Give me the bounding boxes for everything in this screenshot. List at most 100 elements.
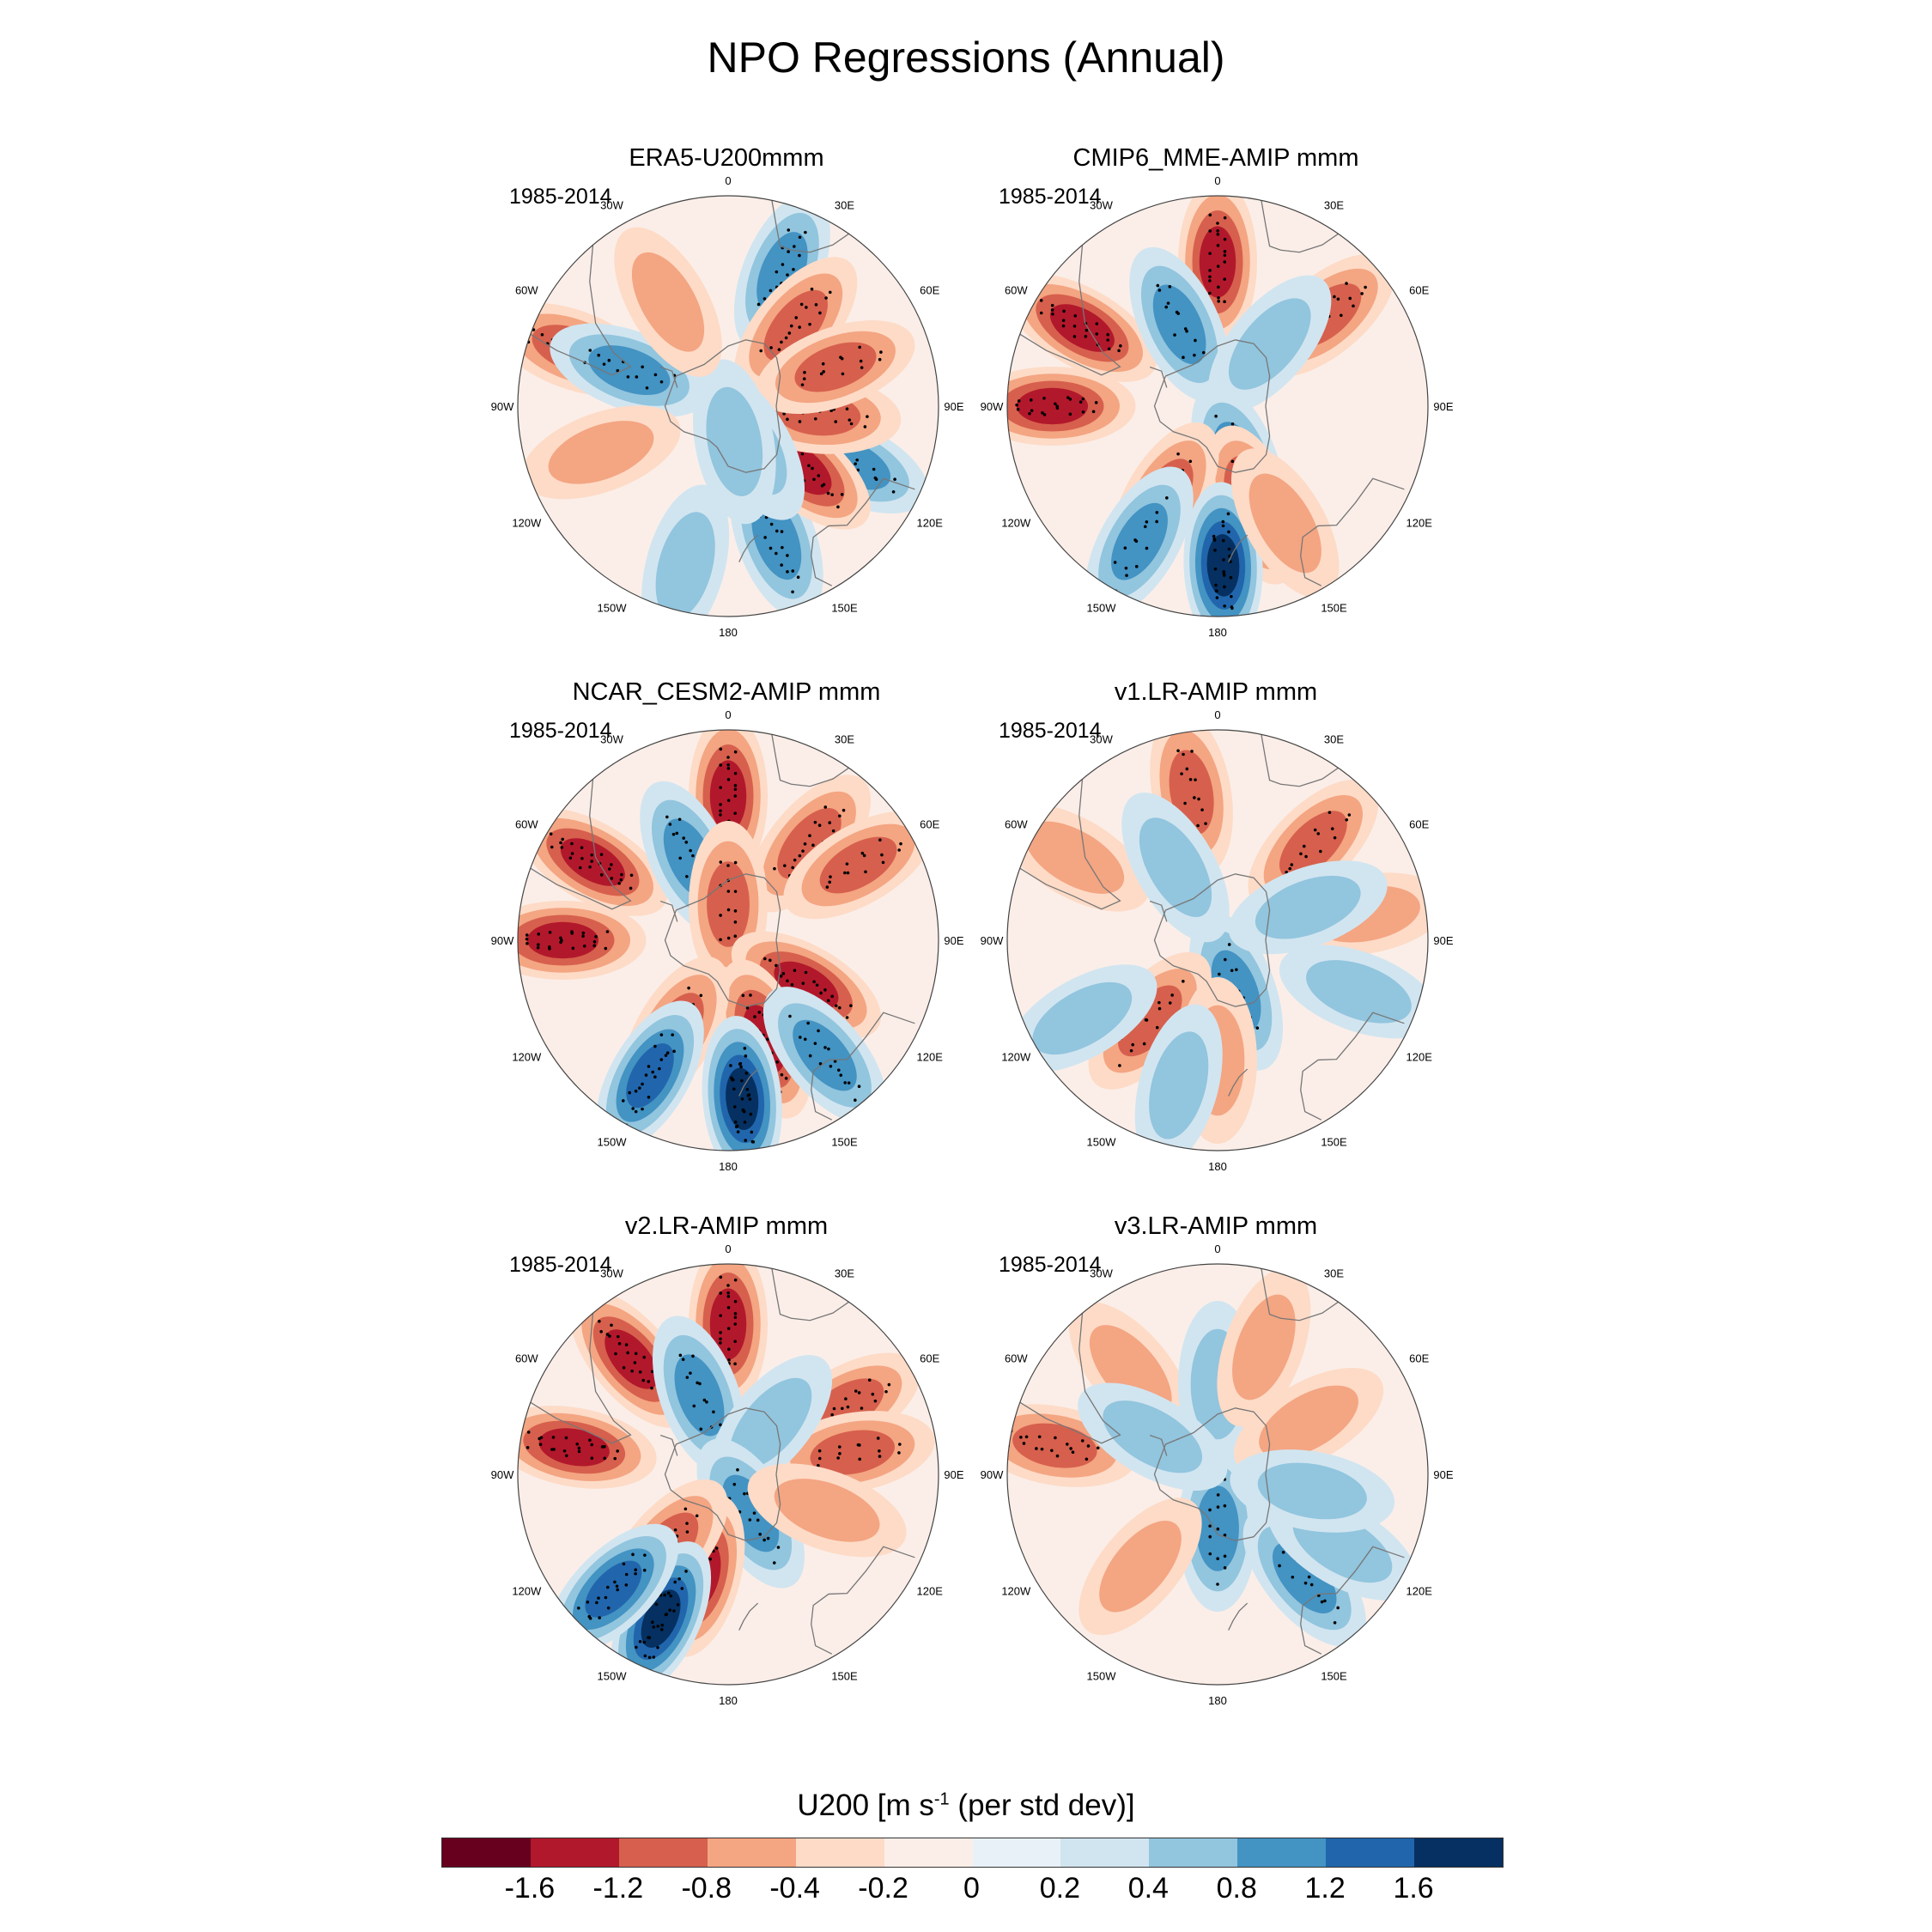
significance-dot xyxy=(719,1314,722,1317)
significance-dot xyxy=(1345,817,1349,822)
significance-dot xyxy=(733,1312,738,1315)
significance-dot xyxy=(1216,228,1219,233)
significance-dot xyxy=(733,934,738,939)
significance-dot xyxy=(1133,538,1137,542)
significance-dot xyxy=(1194,338,1197,343)
contour-fill xyxy=(1032,981,1133,1055)
significance-dot xyxy=(1307,1575,1311,1579)
longitude-label: 60E xyxy=(920,1352,939,1365)
longitude-label: 150E xyxy=(831,1670,858,1683)
significance-dot xyxy=(838,814,841,818)
significance-dot xyxy=(1061,324,1066,328)
significance-dot xyxy=(634,1109,638,1114)
significance-dot xyxy=(1080,1439,1084,1443)
significance-dot xyxy=(789,324,793,328)
significance-dot xyxy=(1183,327,1188,331)
contour-fill xyxy=(1024,821,1125,894)
significance-dot xyxy=(1124,566,1128,570)
significance-dot xyxy=(830,994,834,999)
contour-fill xyxy=(1255,875,1361,939)
significance-dot xyxy=(859,359,863,363)
significance-dot xyxy=(604,1595,608,1600)
significance-dot xyxy=(758,1533,762,1536)
significance-dot xyxy=(1055,406,1060,410)
significance-dot xyxy=(647,1095,651,1099)
significance-dot xyxy=(1217,300,1220,303)
significance-dot xyxy=(1348,296,1352,301)
significance-dot xyxy=(878,1449,881,1453)
significance-dot xyxy=(1288,866,1292,871)
significance-dot xyxy=(846,871,850,875)
significance-dot xyxy=(1078,400,1083,404)
significance-dot xyxy=(1299,852,1303,856)
significance-dot xyxy=(786,979,789,983)
significance-dot xyxy=(860,851,865,855)
significance-dot xyxy=(817,1464,820,1467)
significance-dot xyxy=(863,425,867,428)
significance-dot xyxy=(599,873,604,877)
significance-dot xyxy=(726,778,731,781)
significance-dot xyxy=(1214,583,1218,587)
antarctic-peninsula xyxy=(1149,1434,1168,1456)
longitude-label: 0 xyxy=(1214,708,1220,721)
significance-dot xyxy=(1347,813,1352,817)
significance-dot xyxy=(828,821,832,824)
polar-map: 0 30E 60E 90E 120E 150E 180 150W 120W 90W 60W 30W xyxy=(491,1242,964,1707)
significance-dot xyxy=(620,872,623,877)
significance-dot xyxy=(634,1089,638,1093)
significance-dot xyxy=(702,1398,707,1402)
significance-dot xyxy=(719,1331,722,1334)
longitude-label: 90W xyxy=(491,934,514,947)
significance-dot xyxy=(616,1334,620,1339)
antarctic-peninsula xyxy=(1149,900,1168,922)
africa-coastline xyxy=(1261,734,1339,787)
significance-dot xyxy=(891,490,896,494)
australia-coastline xyxy=(1300,477,1405,586)
significance-dot xyxy=(603,1456,607,1461)
significance-dot xyxy=(684,1570,688,1573)
significance-dot xyxy=(1285,870,1288,874)
significance-dot xyxy=(575,1442,580,1446)
significance-dot xyxy=(815,983,819,987)
significance-dot xyxy=(719,1291,723,1295)
significance-dot xyxy=(780,563,783,567)
significance-dot xyxy=(733,860,738,865)
significance-dot xyxy=(570,932,574,935)
significance-dot xyxy=(537,943,540,946)
africa-coastline xyxy=(1261,200,1339,253)
contour-fill xyxy=(793,1019,857,1091)
significance-dot xyxy=(647,1380,651,1383)
significance-dot xyxy=(1216,1583,1219,1586)
significance-dot xyxy=(897,1451,901,1455)
longitude-label: 180 xyxy=(1208,1694,1227,1707)
main-title: NPO Regressions (Annual) xyxy=(707,33,1225,82)
significance-dot xyxy=(893,477,896,481)
significance-dot xyxy=(592,944,596,948)
significance-dot xyxy=(745,1006,750,1010)
significance-dot xyxy=(1291,1575,1295,1579)
significance-dot xyxy=(887,1382,891,1387)
significance-dot xyxy=(802,377,806,380)
significance-dot xyxy=(773,866,776,871)
significance-dot xyxy=(1323,1599,1327,1603)
significance-dot xyxy=(874,477,878,482)
significance-dot xyxy=(793,858,797,862)
significance-dot xyxy=(898,1443,902,1446)
significance-dot xyxy=(642,1568,647,1572)
significance-dot xyxy=(666,1591,671,1595)
significance-dot xyxy=(1117,349,1121,353)
significance-dot xyxy=(1030,409,1034,412)
contour-fill xyxy=(794,342,877,392)
significance-dot xyxy=(685,875,689,878)
significance-dot xyxy=(799,1036,802,1039)
significance-dot xyxy=(634,1352,638,1356)
significance-dot xyxy=(744,1139,748,1142)
antarctic-peninsula xyxy=(659,900,678,922)
significance-dot xyxy=(845,1016,849,1019)
map-border xyxy=(1006,729,1429,1151)
significance-dot xyxy=(1223,1504,1227,1508)
significance-dot xyxy=(736,1130,740,1133)
significance-dot xyxy=(1223,957,1227,962)
colorbar-tick-label: 1.6 xyxy=(1393,1872,1434,1905)
map-border xyxy=(1006,195,1429,617)
